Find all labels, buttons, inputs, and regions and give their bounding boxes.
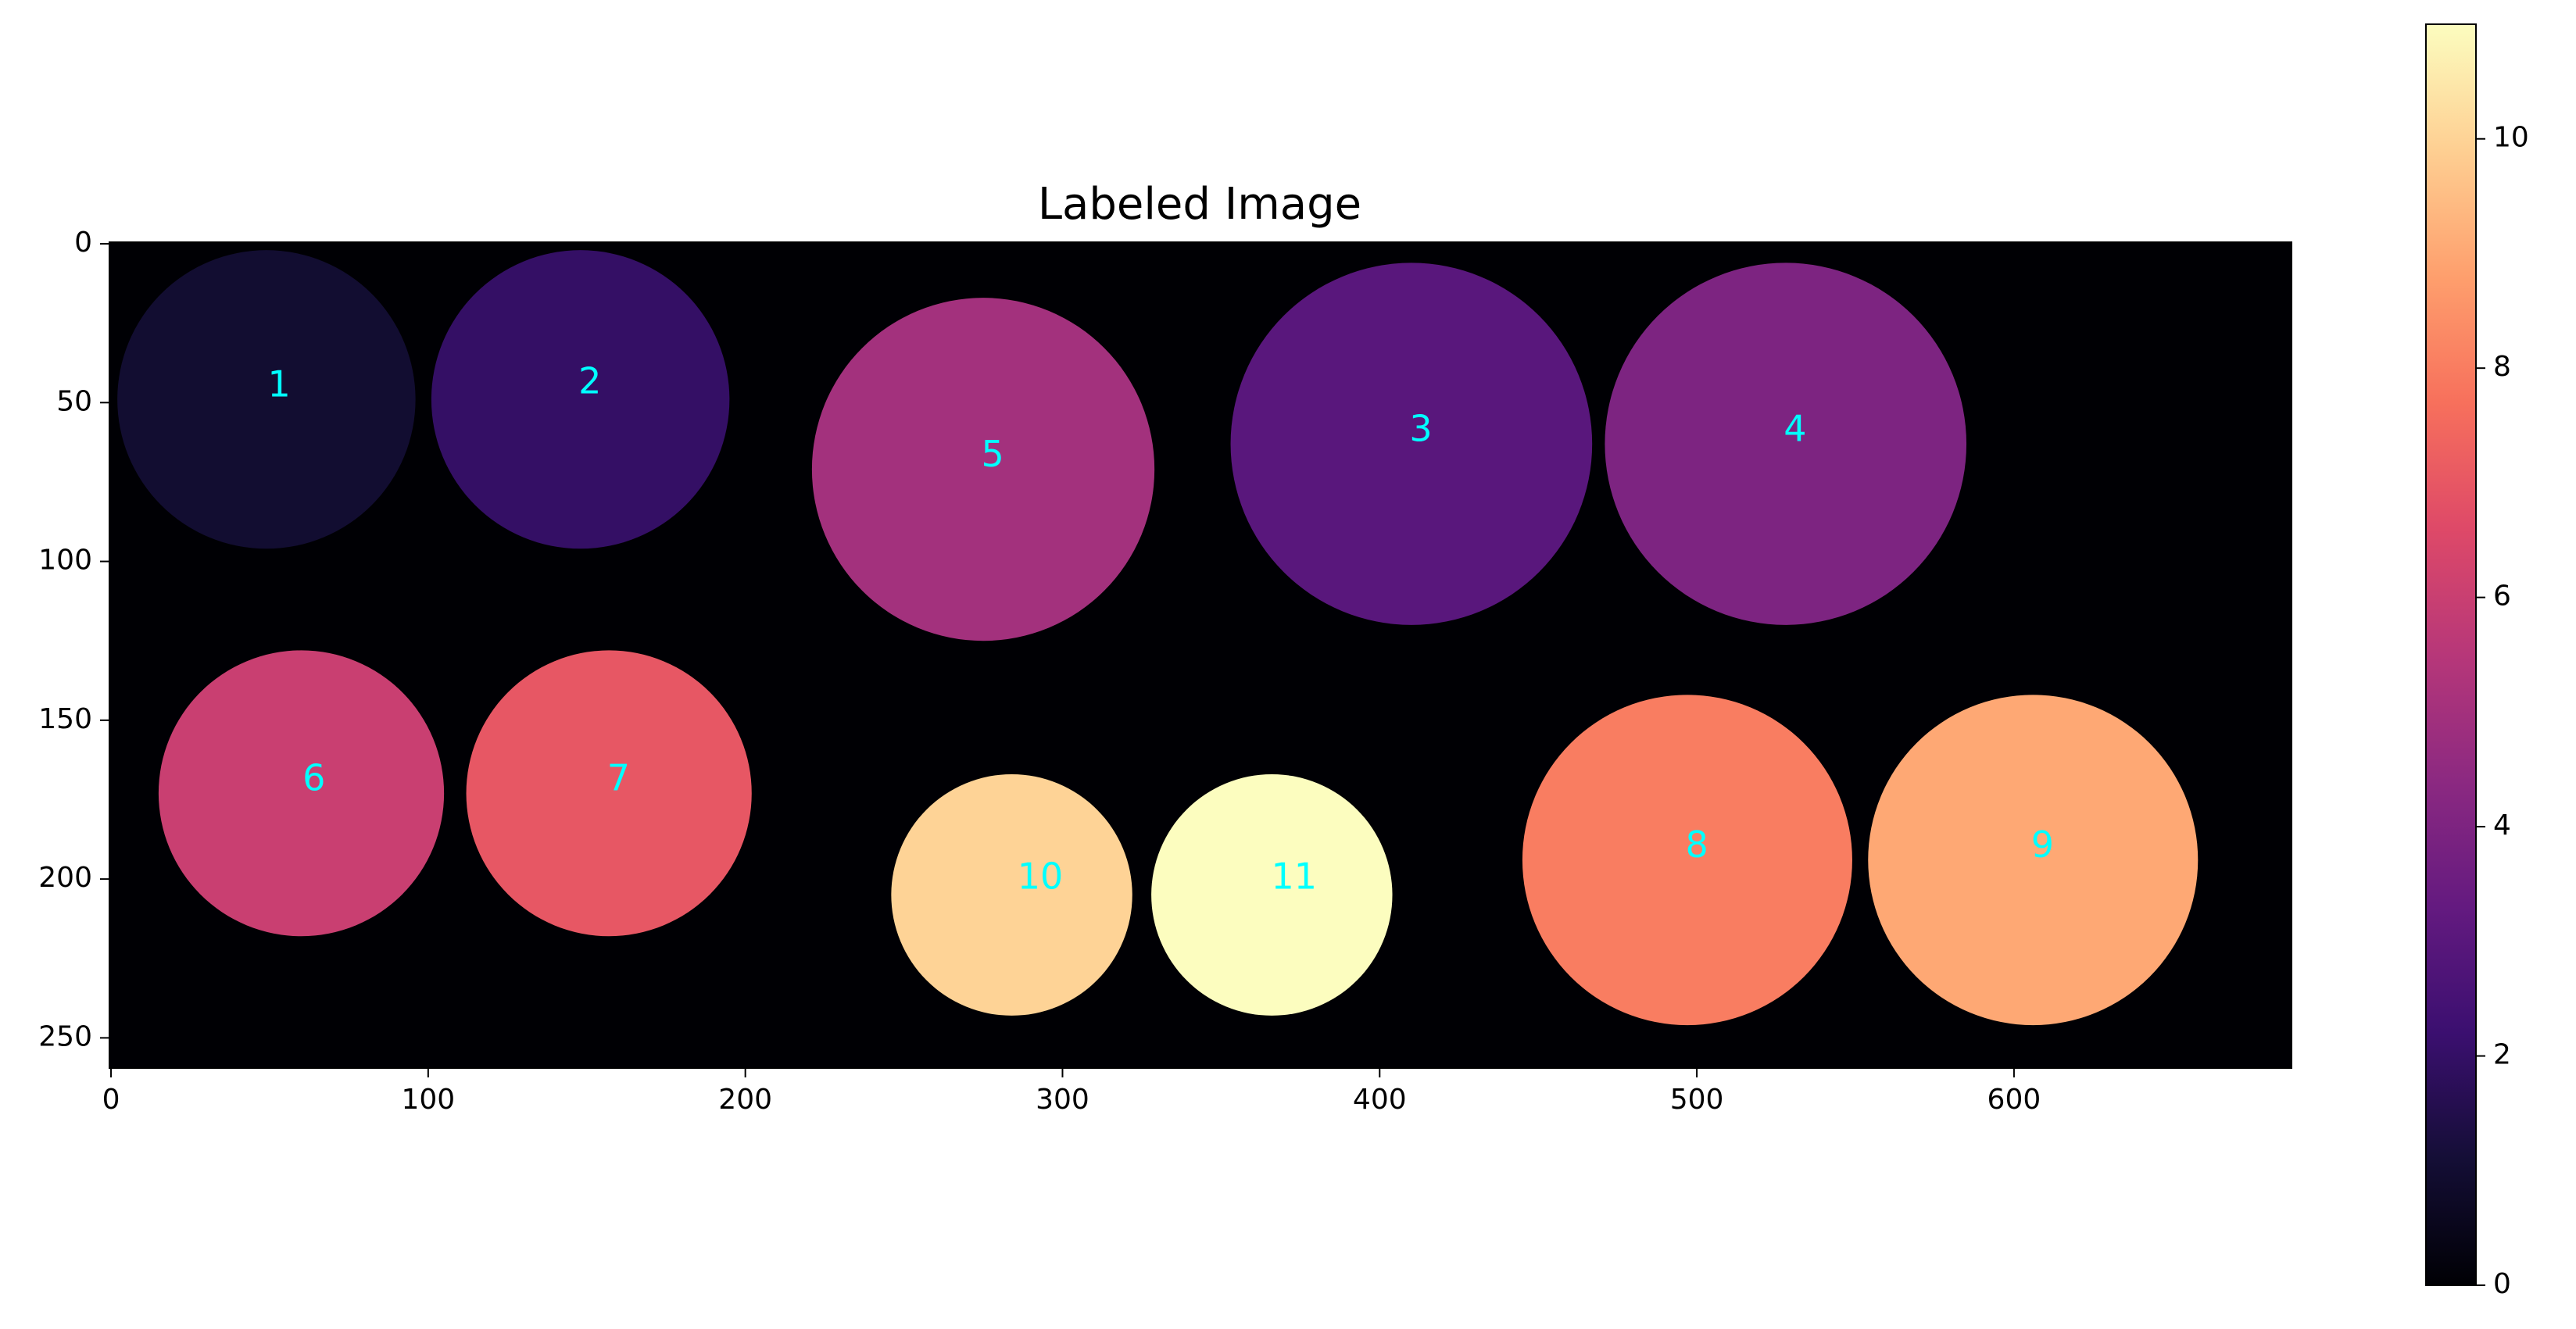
colorbar-tick-label: 4 bbox=[2493, 809, 2511, 841]
y-tick-label: 100 bbox=[38, 545, 92, 577]
x-tick-label: 600 bbox=[1987, 1084, 2041, 1116]
region-10 bbox=[891, 773, 1132, 1016]
x-tick-label: 400 bbox=[1353, 1084, 1407, 1116]
regions-layer bbox=[117, 250, 2199, 1026]
region-7 bbox=[466, 650, 752, 937]
colorbar-gradient bbox=[2425, 23, 2477, 1286]
y-tick-label: 200 bbox=[38, 862, 92, 894]
colorbar-ticks: 0 2 4 6 8 10 bbox=[2476, 122, 2529, 1300]
colorbar: 0 2 4 6 8 10 bbox=[2425, 23, 2529, 1300]
x-axis: 0 100 200 300 400 500 600 bbox=[102, 1068, 2041, 1116]
region-5 bbox=[811, 298, 1155, 641]
region-1 bbox=[117, 250, 416, 549]
region-11 bbox=[1151, 773, 1393, 1016]
region-label-1: 1 bbox=[267, 363, 290, 405]
y-tick-label: 50 bbox=[56, 385, 92, 417]
colorbar-tick-label: 2 bbox=[2493, 1039, 2511, 1071]
region-label-3: 3 bbox=[1409, 407, 1432, 449]
region-label-8: 8 bbox=[1685, 823, 1708, 866]
region-label-9: 9 bbox=[2031, 823, 2054, 866]
region-label-2: 2 bbox=[578, 359, 601, 402]
region-2 bbox=[431, 250, 730, 549]
x-tick-label: 300 bbox=[1036, 1084, 1089, 1116]
image-axes: 1 2 3 4 5 6 7 8 9 10 11 bbox=[109, 241, 2292, 1069]
region-label-4: 4 bbox=[1784, 407, 1806, 449]
chart-title: Labeled Image bbox=[1038, 179, 1361, 230]
x-tick-label: 200 bbox=[718, 1084, 772, 1116]
x-tick-label: 500 bbox=[1670, 1084, 1724, 1116]
y-tick-label: 0 bbox=[74, 227, 92, 259]
image-frame bbox=[109, 241, 2292, 1069]
region-8 bbox=[1522, 695, 1852, 1026]
region-label-5: 5 bbox=[982, 433, 1004, 475]
colorbar-tick-label: 6 bbox=[2493, 581, 2511, 613]
region-labels-layer: 1 2 3 4 5 6 7 8 9 10 11 bbox=[267, 359, 2054, 897]
region-label-6: 6 bbox=[302, 757, 325, 799]
region-9 bbox=[1868, 695, 2199, 1026]
region-label-10: 10 bbox=[1018, 856, 1064, 898]
region-6 bbox=[158, 650, 445, 937]
colorbar-tick-label: 8 bbox=[2493, 351, 2511, 383]
x-tick-label: 0 bbox=[102, 1084, 120, 1116]
region-4 bbox=[1605, 263, 1967, 625]
region-label-7: 7 bbox=[607, 757, 630, 799]
y-tick-label: 150 bbox=[38, 703, 92, 735]
colorbar-tick-label: 0 bbox=[2493, 1268, 2511, 1300]
region-3 bbox=[1230, 263, 1593, 625]
region-label-11: 11 bbox=[1271, 856, 1317, 898]
x-tick-label: 100 bbox=[401, 1084, 455, 1116]
y-tick-label: 250 bbox=[38, 1020, 92, 1052]
y-axis: 0 50 100 150 200 250 bbox=[38, 227, 109, 1052]
colorbar-tick-label: 10 bbox=[2493, 122, 2529, 154]
